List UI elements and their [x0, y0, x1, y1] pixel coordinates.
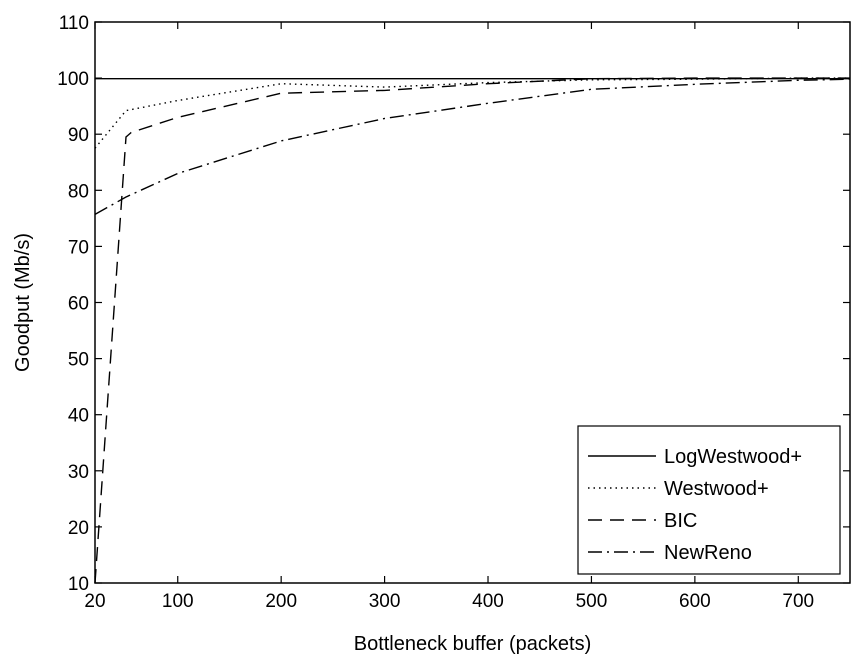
x-tick-label: 700 [782, 591, 814, 612]
series-line-newreno [94, 78, 851, 216]
legend-label: LogWestwood+ [664, 446, 802, 468]
y-tick-label: 30 [68, 462, 89, 483]
y-tick-label: 20 [68, 518, 89, 539]
x-tick-label: 20 [84, 591, 105, 612]
y-tick-label: 50 [68, 350, 89, 371]
y-tick-label: 10 [68, 574, 89, 595]
legend-label: NewReno [664, 542, 752, 564]
series-layer [94, 77, 851, 584]
x-tick-label: 600 [679, 591, 711, 612]
legend-label: Westwood+ [664, 478, 769, 500]
y-tick-label: 110 [59, 13, 89, 34]
legend-box [577, 425, 841, 575]
legend: LogWestwood+ Westwood+ BIC NewReno [577, 425, 841, 575]
x-tick-label: 400 [472, 591, 504, 612]
x-tick-label: 200 [265, 591, 297, 612]
y-tick-label: 100 [57, 69, 89, 90]
x-tick-label: 300 [369, 591, 401, 612]
x-tick-label: 500 [576, 591, 608, 612]
tick-layer: 20 100 200 300 400 500 600 70010203040506070809… [57, 13, 850, 612]
series-line-westwood [94, 77, 850, 149]
y-axis-label: Goodput (Mb/s) [12, 233, 34, 372]
y-tick-label: 60 [68, 294, 89, 315]
y-tick-label: 90 [68, 125, 89, 146]
x-axis-label: Bottleneck buffer (packets) [354, 633, 592, 655]
y-tick-label: 80 [68, 181, 89, 202]
series-line-bic [94, 77, 850, 584]
legend-label: BIC [664, 510, 697, 532]
y-tick-label: 40 [68, 406, 89, 427]
x-tick-label: 100 [162, 591, 194, 612]
y-tick-label: 70 [68, 237, 89, 258]
